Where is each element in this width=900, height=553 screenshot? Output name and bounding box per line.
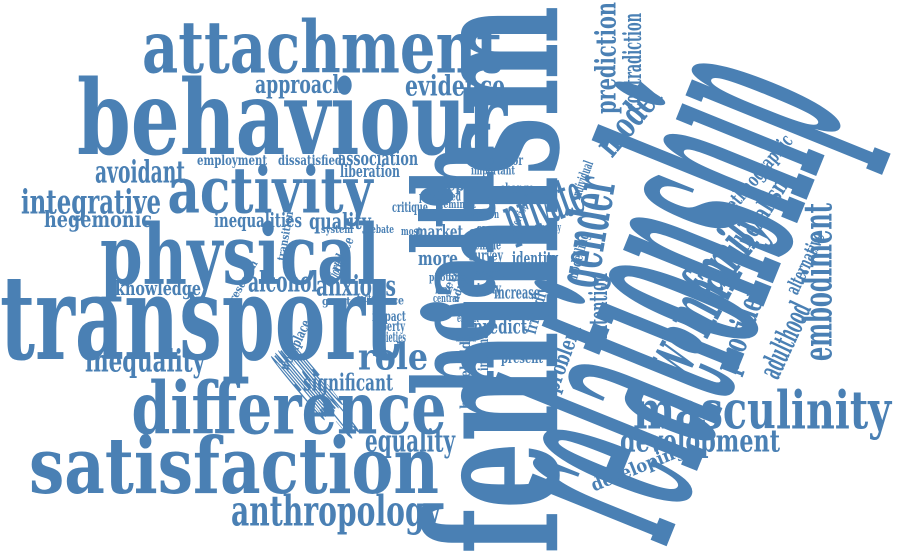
cloud-word-study: study [471, 278, 502, 298]
cloud-word-masculinity: masculinity [633, 378, 892, 442]
cloud-word-healthy: healthy [536, 220, 562, 234]
cloud-word-avoidant: avoidant [95, 153, 186, 191]
cloud-word-female: female [470, 234, 501, 254]
cloud-word-boy: boy [435, 281, 453, 297]
cloud-word-fine: fine [448, 270, 467, 284]
cloud-word-system: system [321, 222, 354, 236]
cloud-word-predict: predict [472, 313, 528, 339]
cloud-word-most: most [401, 224, 421, 238]
cloud-word-identity: identity [512, 248, 558, 268]
cloud-word-alcohol: alcohol [247, 265, 318, 299]
cloud-word-style: style [472, 256, 503, 276]
cloud-word-employment: employment [197, 151, 268, 169]
cloud-word-approach: approach [255, 69, 346, 99]
cloud-word-critique: critique [392, 198, 428, 216]
cloud-word-western: western [469, 207, 500, 221]
cloud-word-development: development [620, 422, 781, 460]
cloud-word-hegemonic: hegemonic [43, 205, 152, 233]
cloud-word-motion: motion [456, 332, 477, 344]
cloud-word-knowledge: knowledge [115, 276, 201, 300]
cloud-word-role: role [358, 335, 428, 379]
cloud-word-intention: intention [583, 273, 613, 340]
cloud-word-effect: effect [468, 223, 504, 239]
cloud-word-report: report [439, 173, 486, 195]
cloud-word-important: important [470, 162, 516, 178]
cloud-word-increase: increase [493, 281, 540, 303]
cloud-word-impact: impact [371, 307, 406, 325]
cloud-word-debate: debate [365, 222, 395, 236]
cloud-word-prediction: prediction [589, 2, 623, 114]
cloud-word-dissatisfied: dissatisfied [277, 151, 343, 169]
cloud-word-behaviour: behaviour [77, 57, 508, 179]
cloud-word-physical: physical [100, 205, 380, 305]
cloud-word-integrative: integrative [21, 182, 161, 222]
cloud-word-equality: equality [364, 422, 456, 460]
cloud-word-contradiction: contradiction [617, 12, 647, 111]
cloud-word-place: place [375, 292, 405, 308]
cloud-word-change: change [499, 179, 534, 197]
cloud-word-inequalities: inequalities [214, 208, 302, 232]
cloud-word-difference: difference [131, 365, 447, 451]
cloud-word-association: association [337, 146, 419, 170]
cloud-word-present: present [501, 349, 544, 367]
cloud-word-greater: greater [322, 294, 362, 308]
cloud-word-significant: significant [303, 368, 394, 396]
cloud-word-feminist: feminist [439, 197, 476, 211]
cloud-word-liberty: liberty [375, 317, 405, 335]
cloud-word-attachment: attachment [142, 4, 502, 90]
cloud-word-anxious: anxious [316, 269, 396, 303]
cloud-word-central: central [432, 291, 460, 305]
cloud-word-factor: factor [356, 291, 380, 305]
cloud-word-more: more [418, 246, 458, 270]
cloud-word-activity: activity [167, 152, 373, 228]
cloud-word-privileged: privileged [419, 188, 461, 204]
cloud-word-quality: quality [308, 207, 371, 235]
cloud-word-pilot: pilot [429, 270, 449, 284]
cloud-word-evidence: evidence [404, 69, 506, 103]
cloud-word-transport: transport [0, 249, 401, 387]
cloud-word-anthropology: anthropology [230, 486, 442, 536]
cloud-word-extent: extent [457, 311, 479, 325]
cloud-word-survey: survey [469, 245, 503, 265]
cloud-word-societies: societies [374, 328, 406, 346]
cloud-word-internal: internal [474, 329, 492, 371]
cloud-word-inequality: inequality [85, 342, 205, 380]
cloud-word-predictor: predictor [476, 151, 523, 169]
cloud-word-entail: entail [473, 265, 505, 281]
cloud-word-satisfaction: satisfaction [29, 420, 439, 512]
cloud-word-market: market [415, 220, 464, 242]
cloud-word-household: household [456, 340, 474, 409]
cloud-word-liberation: liberation [339, 161, 400, 181]
